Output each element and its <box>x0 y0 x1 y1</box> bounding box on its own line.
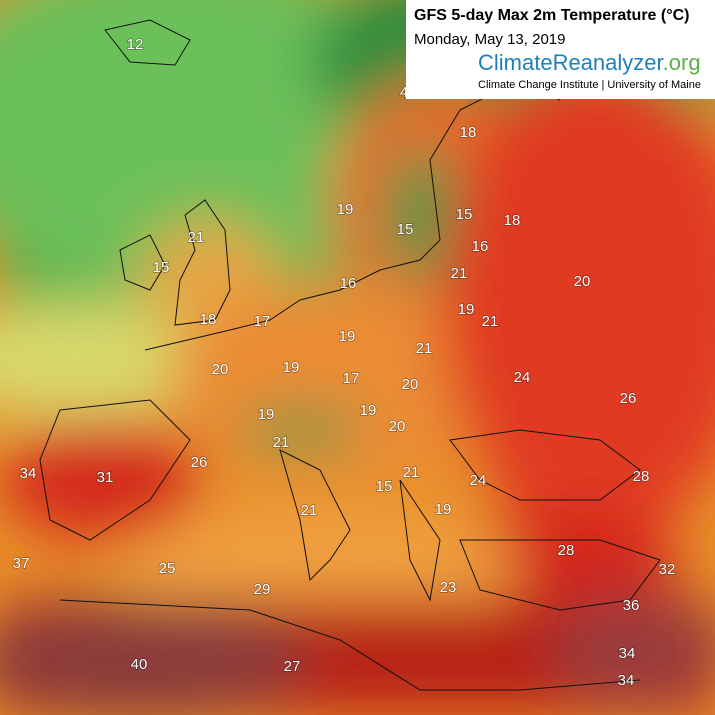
temperature-label: 21 <box>273 434 290 451</box>
temperature-label: 19 <box>283 359 300 376</box>
temperature-label: 18 <box>504 212 521 229</box>
temperature-label: 24 <box>470 472 487 489</box>
temperature-label: 19 <box>258 406 275 423</box>
temperature-label: 36 <box>623 597 640 614</box>
brand-climate[interactable]: Climate <box>478 50 553 75</box>
temperature-label: 16 <box>340 275 357 292</box>
temperature-label: 17 <box>254 313 271 330</box>
temperature-label: 40 <box>131 656 148 673</box>
legend-box: GFS 5-day Max 2m Temperature (°C) Monday… <box>406 0 715 99</box>
temperature-label: 28 <box>633 468 650 485</box>
temperature-label: 25 <box>159 560 176 577</box>
temperature-label: 15 <box>456 206 473 223</box>
map-date: Monday, May 13, 2019 <box>414 31 566 48</box>
temperature-label: 29 <box>254 581 271 598</box>
temperature-label: 21 <box>416 340 433 357</box>
temperature-label: 37 <box>13 555 30 572</box>
temperature-label: 21 <box>188 229 205 246</box>
temperature-label: 18 <box>200 311 217 328</box>
temperature-label: 18 <box>460 124 477 141</box>
temperature-label: 26 <box>191 454 208 471</box>
temperature-label: 21 <box>451 265 468 282</box>
temperature-label: 21 <box>301 502 318 519</box>
institute: Climate Change Institute | University of… <box>478 79 701 91</box>
temperature-label: 34 <box>619 645 636 662</box>
temperature-label: 15 <box>376 478 393 495</box>
temperature-label: 15 <box>153 259 170 276</box>
temperature-label: 19 <box>360 402 377 419</box>
brand[interactable]: ClimateReanalyzer.org <box>478 50 701 76</box>
map-title: GFS 5-day Max 2m Temperature (°C) <box>414 7 690 24</box>
temperature-label: 20 <box>389 418 406 435</box>
temperature-label: 15 <box>397 221 414 238</box>
temperature-label: 24 <box>514 369 531 386</box>
coastlines <box>39 19 661 691</box>
temperature-label: 19 <box>435 501 452 518</box>
temperature-label: 21 <box>482 313 499 330</box>
temperature-label: 19 <box>458 301 475 318</box>
temperature-label: 34 <box>618 672 635 689</box>
temperature-label: 19 <box>337 201 354 218</box>
temperature-label: 34 <box>20 465 37 482</box>
temperature-label: 20 <box>402 376 419 393</box>
temperature-label: 16 <box>472 238 489 255</box>
temperature-label: 28 <box>558 542 575 559</box>
temperature-label: 32 <box>659 561 676 578</box>
temperature-label: 20 <box>212 361 229 378</box>
temperature-label: 17 <box>343 370 360 387</box>
temperature-label: 12 <box>127 36 144 53</box>
temperature-label: 26 <box>620 390 637 407</box>
temperature-label: 31 <box>97 469 114 486</box>
brand-reanalyzer[interactable]: Reanalyzer <box>552 50 663 75</box>
temperature-label: 20 <box>574 273 591 290</box>
temperature-label: 4 <box>400 84 408 101</box>
brand-org[interactable]: .org <box>662 50 701 75</box>
temperature-label: 23 <box>440 579 457 596</box>
temperature-label: 21 <box>403 464 420 481</box>
temperature-label: 27 <box>284 658 301 675</box>
temperature-label: 19 <box>339 328 356 345</box>
